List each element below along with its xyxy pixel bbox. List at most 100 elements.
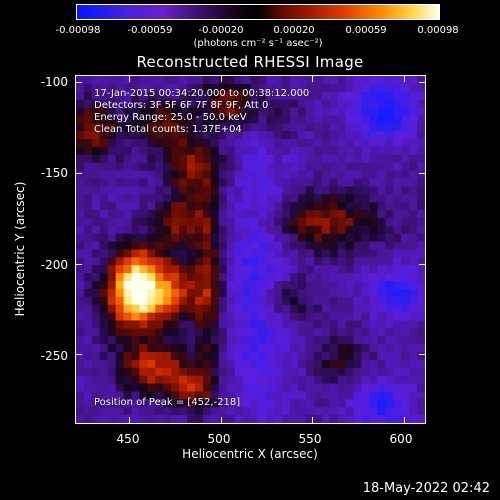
heatmap-cell xyxy=(258,375,267,385)
heatmap-cell xyxy=(115,241,125,251)
heatmap-cell xyxy=(242,336,252,345)
heatmap-cell xyxy=(385,91,394,101)
heatmap-cell xyxy=(131,383,141,393)
heatmap-cell xyxy=(83,328,93,337)
heatmap-cell xyxy=(194,202,204,211)
heatmap-cell xyxy=(393,99,402,109)
heatmap-cell xyxy=(321,281,331,290)
heatmap-cell xyxy=(329,320,339,329)
heatmap-cell xyxy=(171,336,180,345)
heatmap-cell xyxy=(361,154,371,164)
heatmap-cell xyxy=(345,225,355,235)
heatmap-cell xyxy=(298,296,307,306)
heatmap-cell xyxy=(242,241,252,251)
heatmap-cell xyxy=(226,352,236,361)
heatmap-cell xyxy=(99,154,109,164)
heatmap-cell xyxy=(76,225,85,235)
heatmap-cell xyxy=(377,336,386,345)
heatmap-cell xyxy=(171,415,180,423)
heatmap-cell xyxy=(393,399,402,408)
heatmap-cell xyxy=(274,391,283,400)
heatmap-cell xyxy=(83,186,93,195)
heatmap-cell xyxy=(83,115,93,124)
heatmap-cell xyxy=(282,91,291,101)
heatmap-cell xyxy=(369,344,379,353)
heatmap-cell xyxy=(369,178,379,188)
heatmap-cell xyxy=(171,375,180,385)
heatmap-cell xyxy=(202,391,212,400)
heatmap-cell xyxy=(337,312,347,322)
y-tick-mark xyxy=(75,172,82,174)
heatmap-cell xyxy=(313,352,323,361)
heatmap-cell xyxy=(83,154,93,164)
heatmap-cell xyxy=(306,320,315,329)
heatmap-cell xyxy=(417,265,425,274)
heatmap-cell xyxy=(337,336,347,345)
heatmap-cell xyxy=(258,241,267,251)
heatmap-cell xyxy=(139,99,148,109)
heatmap-cell xyxy=(242,367,252,377)
heatmap-cell xyxy=(353,162,363,172)
heatmap-cell xyxy=(163,257,172,266)
heatmap-cell xyxy=(242,415,252,423)
heatmap-cell xyxy=(393,391,402,400)
heatmap-cell xyxy=(306,186,315,195)
heatmap-cell xyxy=(218,217,228,227)
heatmap-cell xyxy=(353,123,363,132)
heatmap-image[interactable] xyxy=(75,75,426,424)
heatmap-cell xyxy=(266,162,275,172)
heatmap-cell xyxy=(313,304,323,314)
heatmap-cell xyxy=(107,170,117,180)
heatmap-cell xyxy=(194,304,204,314)
heatmap-cell xyxy=(290,202,299,211)
heatmap-cell xyxy=(163,154,172,164)
heatmap-cell xyxy=(250,281,260,290)
heatmap-cell xyxy=(234,241,244,251)
heatmap-cell xyxy=(290,217,299,227)
heatmap-cell xyxy=(234,288,244,298)
heatmap-cell xyxy=(401,225,410,235)
heatmap-cell xyxy=(385,194,394,203)
heatmap-cell xyxy=(321,312,331,322)
heatmap-cell xyxy=(115,154,125,164)
heatmap-cell xyxy=(242,178,252,188)
heatmap-cell xyxy=(218,249,228,258)
heatmap-cell xyxy=(290,344,299,353)
heatmap-cell xyxy=(139,91,148,101)
heatmap-cell xyxy=(202,265,212,274)
heatmap-cell xyxy=(250,265,260,274)
heatmap-cell xyxy=(409,170,418,180)
heatmap-cell xyxy=(313,391,323,400)
heatmap-cell xyxy=(131,99,141,109)
heatmap-cell xyxy=(377,131,386,140)
heatmap-cell xyxy=(99,76,109,85)
heatmap-cell xyxy=(306,91,315,101)
heatmap-cell xyxy=(171,320,180,329)
heatmap-cell xyxy=(377,344,386,353)
heatmap-cell xyxy=(194,217,204,227)
heatmap-cell xyxy=(361,391,371,400)
heatmap-cell xyxy=(123,115,133,124)
heatmap-cell xyxy=(194,210,204,219)
heatmap-cell xyxy=(401,146,410,156)
heatmap-cell xyxy=(139,265,148,274)
heatmap-cell xyxy=(163,415,172,423)
heatmap-cell xyxy=(115,233,125,243)
heatmap-cell xyxy=(409,320,418,329)
heatmap-cell xyxy=(234,273,244,282)
heatmap-cell xyxy=(282,210,291,219)
heatmap-cell xyxy=(226,233,236,243)
heatmap-cell xyxy=(353,304,363,314)
heatmap-cell xyxy=(171,107,180,117)
heatmap-cell xyxy=(123,257,133,266)
heatmap-cell xyxy=(250,107,260,117)
heatmap-cell xyxy=(282,202,291,211)
heatmap-cell xyxy=(123,352,133,361)
heatmap-cell xyxy=(337,225,347,235)
heatmap-cell xyxy=(83,383,93,393)
heatmap-cell xyxy=(417,328,425,337)
heatmap-cell xyxy=(282,131,291,140)
heatmap-cell xyxy=(313,115,323,124)
heatmap-cell xyxy=(274,233,283,243)
heatmap-cell xyxy=(234,233,244,243)
